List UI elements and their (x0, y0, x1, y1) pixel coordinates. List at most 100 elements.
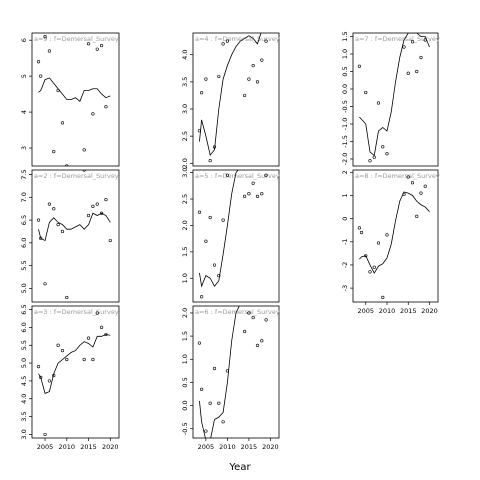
data-point (415, 69, 419, 74)
series-line (38, 334, 111, 394)
data-point (65, 164, 69, 166)
data-point (357, 226, 361, 230)
x-tick-label: 2020 (262, 443, 279, 451)
series-line (199, 170, 239, 288)
data-point (221, 42, 225, 46)
data-point (52, 373, 56, 378)
data-point (60, 121, 65, 125)
y-tick-label: 5.5 (20, 340, 28, 350)
data-point (43, 282, 47, 286)
y-tick-label: 0.0 (341, 84, 349, 94)
data-point (43, 432, 47, 437)
data-point (91, 357, 95, 362)
panel-frame (31, 32, 120, 167)
panel-a9: a=9 : f=Demersal_Survey 3 4 5 6 (20, 32, 120, 167)
data-point (60, 229, 65, 234)
data-point (264, 39, 268, 43)
data-point (65, 295, 69, 300)
data-point (39, 74, 43, 78)
data-point (402, 45, 406, 49)
data-point (376, 101, 381, 105)
data-point (82, 170, 86, 172)
series-line (38, 77, 111, 102)
data-point (251, 63, 255, 68)
panel-strip-label: a=7 : f=Demersal_Survey (355, 35, 440, 43)
data-point (95, 47, 99, 51)
y-tick-label: -2.0 (341, 153, 349, 166)
y-tick-label: -0.5 (341, 100, 349, 113)
data-point (410, 40, 415, 44)
y-tick-label: 7.5 (20, 169, 28, 179)
data-point (197, 210, 202, 214)
data-point (364, 254, 368, 258)
data-point (410, 181, 415, 185)
data-point (255, 343, 260, 347)
y-tick-label: -0.5 (181, 422, 189, 435)
x-tick-label: 2010 (59, 443, 76, 451)
data-point (200, 295, 204, 299)
y-tick-label: 4.0 (20, 394, 28, 404)
data-point (406, 175, 410, 179)
x-tick-label: 2005 (357, 307, 374, 315)
data-point (419, 191, 423, 195)
y-tick-label: 1.5 (181, 247, 189, 257)
panel-strip-label: a=8 : f=Demersal_Survey (355, 172, 440, 180)
data-point (217, 401, 221, 405)
data-point (225, 173, 229, 177)
data-point (381, 295, 385, 299)
data-point (255, 194, 260, 198)
y-tick-label: 1 (341, 193, 349, 197)
data-point (39, 375, 43, 379)
data-point (372, 155, 376, 159)
data-point (221, 218, 225, 222)
data-point (200, 387, 204, 391)
data-point (36, 60, 41, 64)
y-tick-label: 2.0 (181, 308, 189, 318)
panel-frame (352, 169, 439, 303)
data-point (104, 105, 108, 109)
y-tick-label: 1.0 (181, 273, 189, 283)
data-point (415, 214, 419, 218)
y-tick-label: 3.0 (20, 429, 28, 439)
data-point (204, 239, 208, 243)
data-point (36, 365, 41, 369)
y-tick-label: 3.5 (20, 411, 28, 421)
data-point (52, 207, 56, 211)
y-tick-label: 2.5 (181, 131, 189, 141)
y-tick-label: -1 (341, 239, 349, 245)
data-point (197, 129, 202, 133)
data-point (91, 204, 95, 209)
data-point (99, 211, 104, 215)
y-tick-label: -2 (341, 262, 349, 268)
data-point (419, 55, 423, 60)
panel-frame (192, 305, 280, 439)
series-line (199, 306, 240, 438)
data-point (385, 152, 389, 156)
data-point (86, 42, 91, 46)
data-point (208, 158, 212, 163)
data-point (212, 366, 217, 371)
data-point (247, 77, 251, 81)
data-point (99, 43, 104, 48)
data-point (47, 49, 52, 53)
panel-strip-label: a=5 : f=Demersal_Survey (195, 172, 280, 180)
y-tick-label: 6.5 (20, 215, 28, 225)
series-line (38, 212, 111, 242)
data-point (368, 159, 372, 163)
data-point (95, 202, 99, 206)
panel-strip-label: a=6 : f=Demersal_Survey (195, 308, 280, 316)
data-point (91, 112, 95, 116)
y-tick-label: 4.5 (20, 376, 28, 386)
data-point (56, 223, 60, 227)
data-point (243, 329, 247, 334)
data-point (357, 64, 361, 68)
y-tick-label: 3.0 (181, 167, 189, 177)
y-tick-label: 2 (341, 170, 349, 174)
panel-a3: a=3 : f=Demersal_Survey 3.0 3.5 4.0 4.5 5.0 5.… (20, 304, 120, 451)
data-point (86, 336, 91, 340)
panel-a8: a=8 : f=Demersal_Survey -3 -2 -1 0 1 2 2005 2010… (341, 169, 440, 315)
y-tick-label: 0.5 (341, 66, 349, 76)
panel-a7: a=7 : f=Demersal_Survey -2.0 -1.5 -1.0 -0.5 0… (341, 31, 440, 167)
data-point (43, 34, 47, 39)
series-line (359, 191, 430, 274)
